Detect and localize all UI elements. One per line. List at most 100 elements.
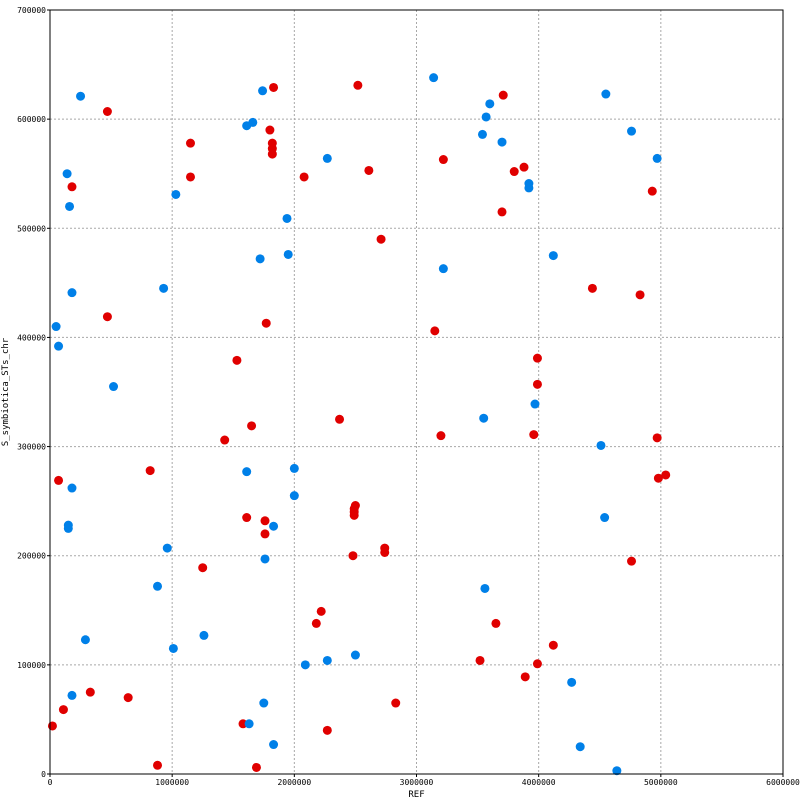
data-point-series-2: [260, 554, 270, 564]
data-points: [47, 73, 671, 776]
data-point-series-1: [185, 138, 195, 148]
data-point-series-1: [265, 125, 275, 135]
data-point-series-2: [350, 650, 360, 660]
data-point-series-1: [519, 162, 529, 172]
data-point-series-1: [635, 290, 645, 300]
y-tick-label: 0: [41, 770, 46, 779]
data-point-series-2: [530, 399, 540, 409]
data-point-series-2: [480, 583, 490, 593]
y-tick-label: 200000: [17, 552, 46, 561]
data-point-series-2: [67, 288, 77, 298]
x-tick-label: 1000000: [155, 778, 189, 787]
y-tick-label: 500000: [17, 224, 46, 233]
data-point-series-1: [436, 431, 446, 441]
x-axis-label: REF: [408, 790, 424, 800]
data-point-series-2: [269, 740, 279, 750]
data-point-series-2: [652, 153, 662, 163]
data-point-series-1: [102, 312, 112, 322]
y-tick-label: 100000: [17, 661, 46, 670]
data-point-series-2: [600, 513, 610, 523]
x-tick-label: 0: [48, 778, 53, 787]
data-point-series-2: [300, 660, 310, 670]
data-point-series-2: [497, 137, 507, 147]
x-tick-label: 2000000: [277, 778, 311, 787]
data-point-series-1: [529, 430, 539, 440]
data-point-series-1: [267, 149, 277, 159]
data-point-series-2: [171, 189, 181, 199]
data-point-series-1: [261, 318, 271, 328]
data-point-series-2: [438, 264, 448, 274]
data-point-series-1: [260, 529, 270, 539]
data-point-series-1: [661, 470, 671, 480]
data-point-series-2: [54, 341, 64, 351]
data-point-series-2: [283, 249, 293, 259]
data-point-series-2: [244, 719, 254, 729]
data-point-series-1: [185, 172, 195, 182]
data-point-series-2: [477, 129, 487, 139]
data-point-series-1: [311, 618, 321, 628]
data-point-series-2: [168, 643, 178, 653]
data-point-series-1: [269, 82, 279, 92]
data-point-series-2: [159, 283, 169, 293]
data-point-series-1: [67, 182, 77, 192]
data-point-series-2: [289, 463, 299, 473]
data-point-series-2: [596, 440, 606, 450]
data-point-series-1: [627, 556, 637, 566]
data-point-series-2: [248, 117, 258, 127]
data-point-series-1: [47, 721, 57, 731]
data-point-series-1: [242, 513, 252, 523]
data-point-series-1: [647, 186, 657, 196]
data-point-series-1: [497, 207, 507, 217]
data-point-series-1: [153, 760, 163, 770]
data-point-series-2: [322, 655, 332, 665]
data-point-series-1: [532, 353, 542, 363]
data-point-series-1: [350, 501, 360, 511]
data-point-series-2: [67, 690, 77, 700]
data-point-series-2: [429, 73, 439, 83]
data-point-series-1: [532, 659, 542, 669]
data-point-series-1: [380, 543, 390, 553]
data-point-series-1: [299, 172, 309, 182]
y-tick-label: 700000: [17, 6, 46, 15]
data-point-series-1: [58, 705, 68, 715]
data-point-series-1: [335, 414, 345, 424]
data-point-series-1: [376, 234, 386, 244]
data-point-series-2: [282, 213, 292, 223]
data-point-series-2: [612, 766, 622, 776]
data-point-series-1: [438, 155, 448, 165]
data-point-series-1: [102, 107, 112, 117]
plot-frame: [49, 9, 784, 775]
y-axis-label: S_symbiotica_STs_chr: [1, 337, 11, 446]
data-point-series-1: [652, 433, 662, 443]
data-point-series-1: [145, 466, 155, 476]
data-point-series-2: [575, 742, 585, 752]
data-point-series-2: [627, 126, 637, 136]
data-point-series-1: [353, 80, 363, 90]
data-point-series-2: [322, 153, 332, 163]
data-point-series-1: [251, 762, 261, 772]
data-point-series-1: [491, 618, 501, 628]
data-point-series-1: [316, 606, 326, 616]
data-point-series-2: [481, 112, 491, 122]
data-point-series-2: [153, 581, 163, 591]
data-point-series-1: [587, 283, 597, 293]
data-point-series-1: [54, 475, 64, 485]
data-point-series-2: [199, 630, 209, 640]
data-point-series-2: [62, 169, 72, 179]
data-point-series-1: [498, 90, 508, 100]
data-point-series-2: [80, 635, 90, 645]
data-point-series-2: [162, 543, 172, 553]
data-point-series-1: [247, 421, 257, 431]
data-point-series-1: [364, 165, 374, 175]
data-point-series-2: [67, 483, 77, 493]
data-point-series-1: [532, 379, 542, 389]
data-point-series-2: [109, 382, 119, 392]
data-point-series-2: [255, 254, 265, 264]
data-point-series-2: [63, 520, 73, 530]
data-point-series-2: [479, 413, 489, 423]
data-point-series-1: [232, 355, 242, 365]
data-point-series-2: [258, 86, 268, 96]
data-point-series-2: [601, 89, 611, 99]
data-point-series-1: [348, 551, 358, 561]
data-point-series-1: [260, 516, 270, 526]
